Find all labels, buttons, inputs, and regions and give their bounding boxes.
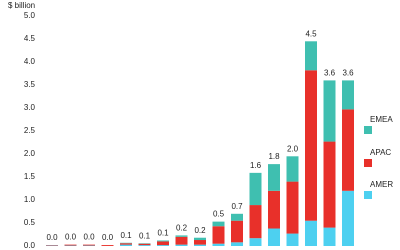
bar-segment: [157, 240, 169, 242]
total-label: 3.6: [324, 69, 336, 78]
bar-segment: [212, 226, 225, 244]
bar-segment: [305, 220, 317, 246]
bar-segment: [268, 164, 280, 191]
bar-segment: [157, 245, 169, 246]
bar-segment: [101, 245, 114, 246]
bar-segment: [323, 141, 336, 228]
bar-segment: [249, 172, 262, 206]
total-label: 0.2: [176, 224, 188, 233]
total-label: 0.1: [120, 231, 132, 240]
bar-segment: [286, 233, 299, 246]
bar-segment: [231, 220, 243, 243]
total-label: 1.6: [250, 161, 262, 170]
y-tick-label: 1.5: [24, 172, 36, 181]
y-axis-label: $ billion: [8, 1, 35, 10]
bar-segment: [342, 190, 354, 246]
bar-segment: [194, 244, 206, 246]
bar-segment: [323, 227, 336, 246]
total-label: 0.0: [102, 233, 114, 242]
y-tick-label: 1.0: [24, 195, 36, 204]
bar-segment: [231, 213, 243, 221]
legend-swatch: [364, 126, 372, 134]
bar-segment: [305, 41, 317, 71]
y-tick-label: 3.0: [24, 103, 36, 112]
bar-segment: [342, 109, 354, 191]
bar-segment: [268, 228, 280, 246]
bar-segment: [194, 237, 206, 241]
legend-label: AMER: [370, 180, 393, 189]
bar-segment: [175, 235, 188, 237]
bar-segment: [64, 244, 77, 246]
bar-segment: [212, 221, 225, 227]
bar-segment: [286, 181, 299, 234]
bar-segment: [268, 190, 280, 229]
total-label: 0.7: [231, 202, 243, 211]
bar-segment: [175, 244, 188, 246]
total-label: 3.6: [342, 69, 354, 78]
legend-swatch: [364, 191, 372, 199]
legend-label: APAC: [370, 148, 391, 157]
total-label: 1.8: [268, 152, 280, 161]
total-label: 0.1: [139, 231, 151, 240]
bar-segment: [138, 245, 151, 246]
bar-segment: [305, 70, 317, 221]
y-tick-label: 0.5: [24, 218, 36, 227]
bar-segment: [249, 205, 262, 239]
bar-segment: [157, 241, 169, 246]
total-label: 4.5: [305, 29, 317, 38]
bar-segment: [342, 80, 354, 110]
legend-label: EMEA: [370, 115, 393, 124]
total-label: 0.0: [65, 233, 77, 242]
total-label: 0.0: [46, 233, 58, 242]
y-tick-label: 2.5: [24, 126, 36, 135]
bar-segment: [212, 243, 225, 246]
bar-segment: [138, 243, 151, 246]
bar-segment: [323, 80, 336, 142]
bar-segment: [83, 244, 95, 246]
y-tick-label: 4.0: [24, 57, 36, 66]
y-tick-label: 5.0: [24, 11, 36, 20]
bar-segment: [231, 242, 243, 246]
y-tick-label: 4.5: [24, 34, 36, 43]
y-tick-label: 0.0: [24, 241, 36, 250]
bar-segment: [120, 243, 132, 245]
y-tick-label: 3.5: [24, 80, 36, 89]
bar-segment: [286, 156, 299, 182]
total-label: 0.5: [213, 210, 225, 219]
bar-segment: [249, 238, 262, 246]
bar-segment: [175, 236, 188, 245]
total-label: 0.0: [83, 233, 95, 242]
bar-segment: [194, 240, 206, 245]
legend-swatch: [364, 159, 372, 167]
y-tick-label: 2.0: [24, 149, 36, 158]
total-label: 0.2: [194, 226, 206, 235]
total-label: 2.0: [287, 144, 299, 153]
bar-segment: [120, 244, 132, 246]
total-label: 0.1: [157, 229, 169, 238]
